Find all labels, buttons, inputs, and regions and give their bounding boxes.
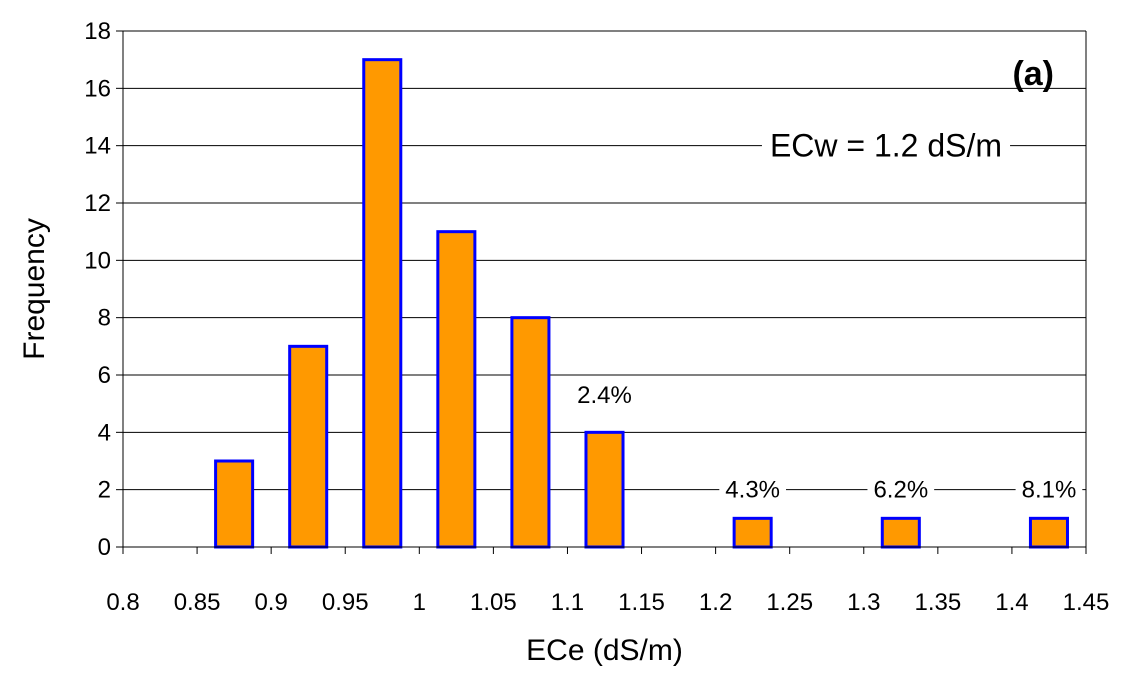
- bar-1.125: [584, 430, 625, 549]
- annotations: (a) ECw = 1.2 dS/m 2.4% 4.3% 6.2% 8.1%: [571, 55, 1083, 506]
- pct-2-background: [719, 477, 787, 506]
- y-axis-title: Frequency: [18, 218, 51, 360]
- percent-annotation-4: 8.1%: [1022, 477, 1077, 504]
- bars: [214, 58, 1069, 549]
- y-tick-label-14: 14: [84, 133, 111, 160]
- bar-1.075: [510, 316, 551, 549]
- percent-annotation-3: 6.2%: [873, 477, 928, 504]
- y-tick-label-18: 18: [84, 18, 111, 45]
- x-tick-label-1.25: 1.25: [766, 589, 813, 616]
- grid-lines: [123, 30, 1086, 491]
- x-tick-label-0.95: 0.95: [322, 589, 369, 616]
- x-tick-label-1.05: 1.05: [470, 589, 517, 616]
- pct-1-background: [571, 382, 638, 411]
- x-tick-label-1.45: 1.45: [1063, 589, 1110, 616]
- x-tick-label-1.2: 1.2: [699, 589, 732, 616]
- x-tick-label-1.15: 1.15: [618, 589, 665, 616]
- x-tick-label-1: 1: [413, 589, 426, 616]
- x-tick-label-1.4: 1.4: [995, 589, 1028, 616]
- y-tick-label-12: 12: [84, 190, 111, 217]
- pct-3-background: [867, 477, 935, 506]
- y-tick-label-10: 10: [84, 247, 111, 274]
- pct-4-background: [1015, 477, 1083, 506]
- y-tick-label-4: 4: [98, 419, 111, 446]
- x-tick-label-1.35: 1.35: [914, 589, 961, 616]
- bar-0.875: [214, 459, 255, 549]
- axes: 0 2 4 6 8 10 12 14 16 18 0.8 0.85 0.9 0.95 1 1.05 1.1 1.1…: [84, 18, 1109, 616]
- y-tick-label-16: 16: [84, 75, 111, 102]
- x-tick-label-1.3: 1.3: [847, 589, 880, 616]
- x-tick-label-0.85: 0.85: [174, 589, 221, 616]
- bar-1.225: [732, 516, 773, 549]
- bar-0.925: [288, 344, 329, 549]
- bar-1.325: [880, 516, 921, 549]
- ecw-annotation: ECw = 1.2 dS/m: [770, 128, 1002, 164]
- y-tick-label-6: 6: [98, 362, 111, 389]
- panel-label: (a): [1012, 55, 1054, 93]
- bar-1.025: [436, 230, 477, 549]
- y-tick-label-8: 8: [98, 305, 111, 332]
- bar-1.425: [1028, 516, 1069, 549]
- y-tick-label-2: 2: [98, 477, 111, 504]
- x-tick-label-0.9: 0.9: [254, 589, 287, 616]
- x-axis-title: ECe (dS/m): [526, 634, 683, 667]
- x-tick-label-1.1: 1.1: [551, 589, 584, 616]
- percent-annotation-2: 4.3%: [725, 477, 780, 504]
- x-tick-label-0.8: 0.8: [106, 589, 139, 616]
- y-tick-label-0: 0: [98, 534, 111, 561]
- percent-annotation-1: 2.4%: [577, 382, 632, 409]
- ecw-label-background: [761, 132, 1011, 167]
- bar-0.975: [362, 58, 403, 549]
